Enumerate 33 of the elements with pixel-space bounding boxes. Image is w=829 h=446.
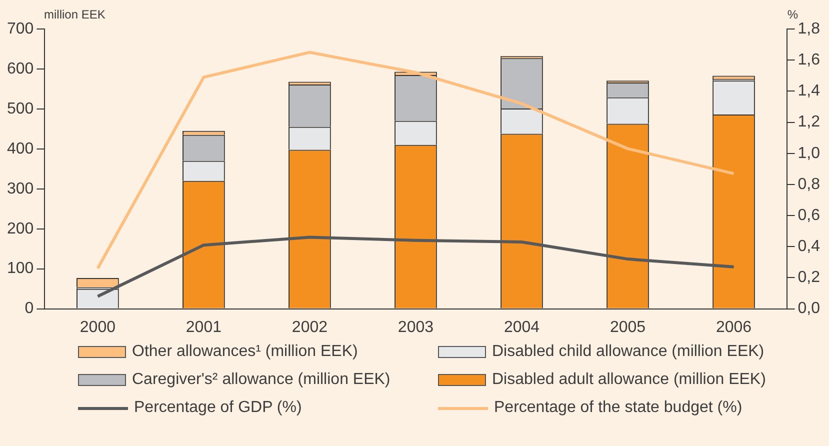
legend-label: Percentage of GDP (%) [134,399,302,417]
legend-label: Caregiver's² allowance (million EEK) [132,371,390,389]
y2-tick-label: 0,8 [798,176,820,193]
y2-tick-label: 0,6 [798,206,820,224]
y2-tick-label: 1,4 [798,82,820,100]
y2-tick-label: 1,2 [798,114,820,131]
y2-tick-label: 1,6 [798,51,820,68]
x-tick-label: 2005 [610,318,646,336]
y2-tick-label: 0,2 [798,269,820,286]
x-tick-label: 2000 [80,318,116,336]
y-axis-title: million EEK [44,7,106,22]
y-tick-label: 100 [6,260,34,278]
y2-tick-label: 0,4 [798,238,820,256]
x-tick-label: 2002 [292,318,328,336]
y2-tick-label: 1,0 [798,144,820,162]
y-tick-label: 500 [6,100,34,118]
legend-label: Other allowances¹ (million EEK) [132,343,358,361]
y-tick-label: 200 [6,220,34,238]
legend-label: Percentage of the state budget (%) [494,399,742,417]
y-tick-label: 700 [6,20,34,38]
legend-label: Disabled adult allowance (million EEK) [492,371,766,389]
y2-tick-label: 0,0 [798,300,820,318]
y2-tick-label: 1,8 [798,20,820,38]
x-tick-label: 2006 [716,318,752,336]
y-tick-label: 600 [6,60,34,78]
x-tick-label: 2001 [186,318,222,336]
y-tick-label: 300 [6,180,34,198]
y-tick-label: 0 [24,300,34,318]
legend-label: Disabled child allowance (million EEK) [492,343,764,361]
x-tick-label: 2004 [504,318,540,336]
y-tick-label: 400 [6,140,34,158]
y2-axis-title: % [787,7,798,22]
x-tick-label: 2003 [398,318,434,336]
